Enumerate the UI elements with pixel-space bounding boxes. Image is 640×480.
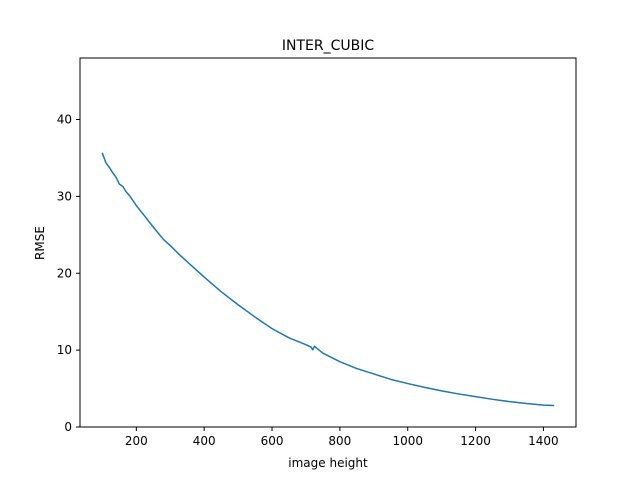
y-tick-label: 0 bbox=[64, 420, 72, 434]
x-axis-label: image height bbox=[288, 456, 368, 470]
x-tick-label: 800 bbox=[328, 434, 351, 448]
y-tick-label: 20 bbox=[57, 266, 72, 280]
x-tick-label: 600 bbox=[261, 434, 284, 448]
x-tick-label: 1000 bbox=[392, 434, 423, 448]
y-tick-label: 30 bbox=[57, 189, 72, 203]
y-tick-label: 10 bbox=[57, 343, 72, 357]
y-axis-ticks: 0 10 20 30 40 bbox=[57, 113, 80, 434]
plot-area bbox=[101, 152, 555, 407]
chart-title: INTER_CUBIC bbox=[282, 38, 374, 54]
x-tick-label: 1200 bbox=[460, 434, 491, 448]
y-tick-label: 40 bbox=[57, 113, 72, 127]
x-tick-label: 200 bbox=[125, 434, 148, 448]
y-axis-label: RMSE bbox=[33, 226, 47, 260]
x-axis-ticks: 200 400 600 800 1000 1200 1400 bbox=[125, 427, 559, 448]
x-tick-label: 400 bbox=[193, 434, 216, 448]
axes-frame bbox=[79, 57, 577, 428]
series-line-1 bbox=[101, 152, 555, 407]
x-tick-label: 1400 bbox=[528, 434, 559, 448]
